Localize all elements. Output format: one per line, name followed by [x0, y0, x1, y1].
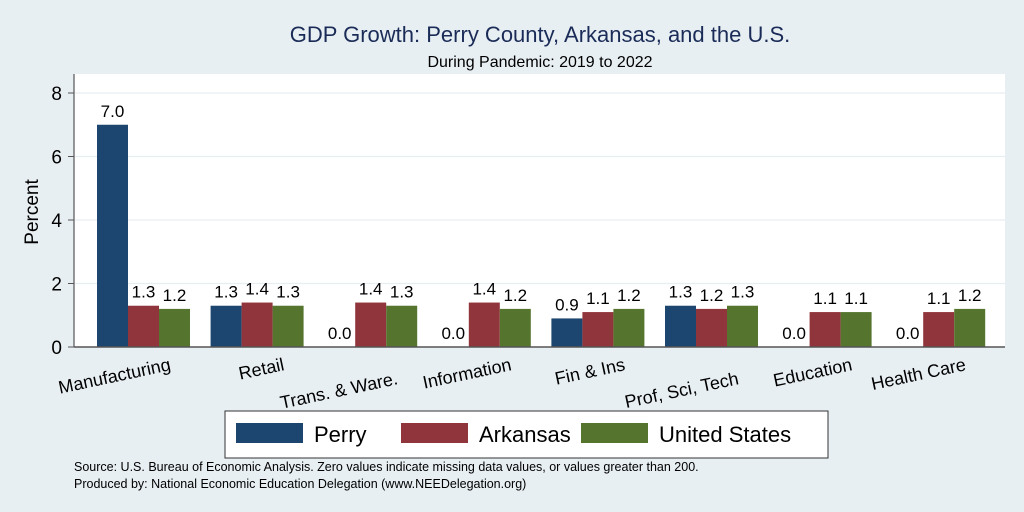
chart-title: GDP Growth: Perry County, Arkansas, and … — [290, 22, 791, 47]
legend-label: Arkansas — [479, 422, 571, 447]
value-label: 1.3 — [669, 283, 693, 302]
bar — [665, 305, 696, 347]
value-label: 0.0 — [328, 324, 352, 343]
value-label: 1.3 — [132, 283, 156, 302]
bar — [355, 302, 387, 347]
bar — [809, 312, 841, 347]
category-label: Information — [421, 354, 513, 392]
value-label: 1.2 — [503, 286, 527, 305]
value-label: 1.4 — [472, 280, 496, 299]
category-label: Education — [771, 354, 853, 390]
value-label: 0.9 — [555, 295, 579, 314]
legend-label: United States — [659, 422, 791, 447]
value-label: 1.2 — [617, 286, 641, 305]
bar — [923, 312, 955, 347]
category-label: Trans. & Ware. — [278, 368, 399, 412]
y-tick-label: 4 — [51, 211, 62, 232]
value-label: 1.1 — [586, 289, 610, 308]
value-label: 1.2 — [958, 286, 982, 305]
value-label: 1.3 — [731, 283, 755, 302]
bar — [468, 302, 500, 347]
category-label: Manufacturing — [57, 354, 173, 397]
bar — [241, 302, 273, 347]
value-label: 7.0 — [101, 102, 125, 121]
legend-label: Perry — [314, 422, 367, 447]
legend-swatch — [401, 423, 468, 443]
y-ticks: 0 2 4 6 8 — [51, 84, 74, 359]
value-label: 0.0 — [896, 324, 920, 343]
category-label: Retail — [237, 354, 286, 383]
category-label: Prof, Sci, Tech — [623, 368, 740, 412]
y-tick-label: 0 — [51, 338, 62, 359]
bar — [272, 305, 304, 347]
bar — [128, 305, 159, 347]
bar — [727, 305, 758, 347]
bar — [551, 318, 583, 347]
value-label: 0.0 — [441, 324, 465, 343]
bar — [582, 312, 614, 347]
legend-swatch — [236, 423, 303, 443]
category-label: Fin & Ins — [553, 354, 627, 388]
value-label: 1.3 — [276, 283, 300, 302]
bar — [499, 308, 531, 347]
value-label: 1.1 — [813, 289, 837, 308]
y-tick-label: 8 — [51, 84, 62, 105]
producer-note: Produced by: National Economic Education… — [74, 477, 526, 491]
value-label: 1.4 — [359, 280, 383, 299]
value-labels: 7.0 1.3 1.2 1.3 1.4 1.3 0.0 1.4 1.3 0.0 1.4 1.2 0.9 1… — [101, 102, 982, 343]
value-label: 1.2 — [163, 286, 187, 305]
y-tick-label: 6 — [51, 148, 62, 169]
legend-swatch — [581, 423, 648, 443]
plot-area — [74, 74, 1005, 347]
category-label: Health Care — [869, 354, 967, 394]
value-label: 1.1 — [927, 289, 951, 308]
bar — [840, 312, 872, 347]
legend: Perry Arkansas United States — [224, 410, 829, 459]
value-label: 1.4 — [245, 280, 269, 299]
gridlines — [75, 92, 1005, 285]
bar — [97, 124, 128, 347]
bar — [210, 305, 242, 347]
bar — [954, 308, 986, 347]
source-note: Source: U.S. Bureau of Economic Analysis… — [74, 460, 699, 474]
value-label: 1.3 — [214, 283, 238, 302]
value-label: 1.3 — [390, 283, 414, 302]
bar — [696, 308, 727, 347]
value-label: 1.2 — [700, 286, 724, 305]
bar — [386, 305, 418, 347]
y-tick-label: 2 — [51, 275, 62, 296]
bar — [159, 308, 190, 347]
value-label: 1.1 — [844, 289, 868, 308]
bars — [97, 124, 986, 347]
y-axis-label: Percent — [22, 179, 43, 245]
value-label: 0.0 — [782, 324, 806, 343]
chart-subtitle: During Pandemic: 2019 to 2022 — [427, 54, 652, 71]
legend-box — [224, 410, 829, 459]
bar — [613, 308, 645, 347]
